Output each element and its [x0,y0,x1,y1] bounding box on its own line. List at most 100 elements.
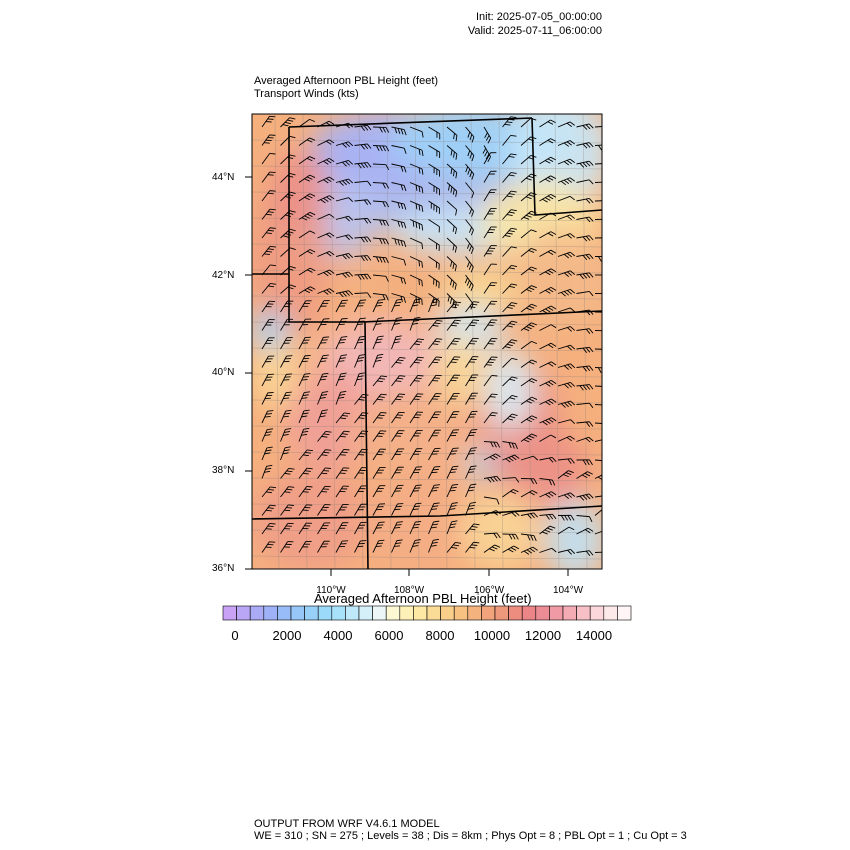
wind-barb [372,521,385,535]
wind-barb [354,317,366,331]
colorbar-title: Averaged Afternoon PBL Height (feet) [314,591,532,606]
wind-barb [502,477,520,483]
wind-barb [298,373,311,387]
wind-barb [391,335,402,350]
wind-barb [428,145,441,159]
wind-barb [317,318,330,331]
wind-barb [409,200,424,212]
wind-barb [335,234,354,241]
wind-barb [335,317,348,331]
wind-barb [409,182,424,194]
wind-barb [428,200,440,214]
wind-barb [502,283,518,294]
wind-barb [520,322,538,332]
colorbar-box [358,605,373,621]
state-line [288,117,533,128]
wind-barb [280,173,296,183]
wind-barb [446,126,458,142]
wind-barb [465,337,479,350]
wind-barb [594,438,602,445]
wind-barb [391,163,407,173]
wind-barb [428,219,440,233]
wind-barb [446,447,459,461]
wind-barb [557,307,576,313]
wind-barb [335,354,348,368]
wind-barb [372,393,387,405]
wind-barb [465,319,479,331]
wind-barb [483,453,501,461]
wind-barb [594,404,602,406]
wind-barb [261,300,276,313]
wind-barb [557,381,576,389]
wind-barb [502,134,517,146]
wind-barb [594,459,602,467]
wind-barb [539,478,556,486]
wind-barb [557,470,574,479]
wind-barb [502,511,520,517]
wind-barbs [261,115,602,558]
wind-barb [465,447,477,461]
wind-barb [317,430,332,442]
wind-barb [465,163,475,180]
wind-barb [298,467,313,479]
wind-barb [428,484,440,498]
wind-barb [520,340,538,350]
colorbar-tick-6000: 6000 [374,628,404,643]
wind-barb [280,265,296,276]
wind-barb [428,429,441,442]
county-line [526,114,532,569]
wind-barb [298,300,312,313]
wind-barb [428,520,440,535]
wind-barb [520,173,537,183]
wind-barb [446,502,458,516]
wind-barb [594,237,602,244]
wind-barb [354,448,368,461]
wind-barb [502,302,518,313]
lat-label-40n: 40°N [212,367,235,378]
wind-barb [335,503,349,516]
wind-barb [557,400,576,408]
wind-barb [428,374,442,387]
wind-barb [539,249,557,257]
wind-barb [520,359,538,368]
wind-barb [391,126,407,136]
wind-barb [446,411,460,424]
wind-barb [261,171,276,183]
wind-barb [354,467,368,479]
wind-barb [520,415,538,424]
wind-barb [261,283,277,294]
wind-barb [446,200,458,216]
wind-barb [280,409,292,424]
wind-barb [409,356,424,368]
county-line [252,373,602,378]
wind-barb [594,494,602,498]
lon-ticks [330,569,569,576]
wind-barb [446,301,462,313]
lon-label-106w: 106°W [473,585,505,596]
colorbar-box [372,605,387,621]
wind-barb [354,199,372,206]
county-line [274,114,280,569]
wind-barb [464,274,474,292]
wind-barb [298,137,316,146]
wind-barb [446,182,458,197]
wind-barb [261,115,276,128]
wind-barb [465,237,474,254]
county-line [252,425,602,430]
wind-barb [428,447,441,461]
wind-barb [298,249,316,257]
wind-barb [465,301,480,313]
wind-barb [317,120,335,128]
wind-barb [354,236,372,243]
wind-barb [317,195,335,204]
wind-barb [539,212,557,220]
wind-barb [409,484,422,498]
wind-barb [391,219,407,229]
wind-barb [502,441,518,450]
wind-barb [261,190,276,202]
wind-barb [557,458,575,464]
wind-barb [280,117,296,128]
wind-barb [539,268,557,276]
wind-barb [576,160,594,168]
wind-barb [409,338,425,350]
